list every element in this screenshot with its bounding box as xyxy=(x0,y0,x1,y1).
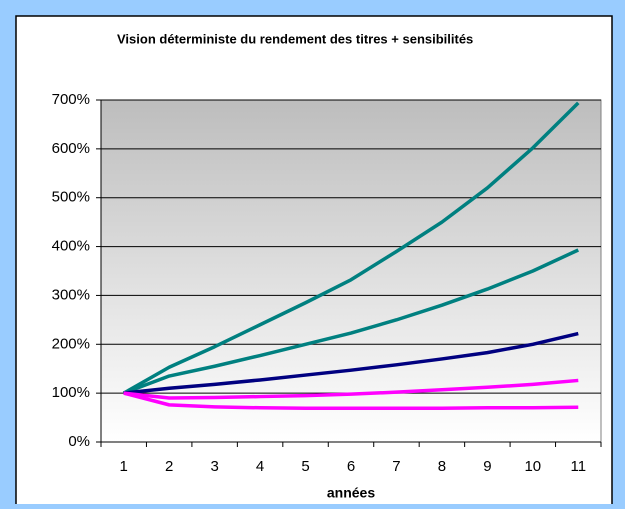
x-tick-label: 8 xyxy=(438,458,446,475)
chart-title: Vision déterministe du rendement des tit… xyxy=(117,31,473,46)
x-tick-label: 10 xyxy=(524,458,541,475)
x-tick-label: 9 xyxy=(483,458,491,475)
x-tick-label: 2 xyxy=(165,458,173,475)
line-series xyxy=(122,101,580,395)
y-tick-label: 400% xyxy=(52,238,90,255)
y-tick-label: 300% xyxy=(52,286,90,303)
line-series xyxy=(123,331,579,395)
x-tick-label: 5 xyxy=(301,458,309,475)
x-axis-label: années xyxy=(327,485,375,501)
line-series xyxy=(123,378,579,400)
line-series xyxy=(123,248,580,395)
plot-area xyxy=(100,99,602,443)
y-tick-label: 700% xyxy=(52,91,90,108)
x-tick-label: 11 xyxy=(570,458,586,475)
x-tick-label: 6 xyxy=(347,458,355,475)
y-tick-label: 200% xyxy=(52,335,90,352)
y-tick-label: 500% xyxy=(52,189,90,206)
y-tick-label: 600% xyxy=(52,140,90,157)
x-tick-label: 7 xyxy=(392,458,400,475)
y-tick-label: 100% xyxy=(52,384,90,401)
line-series xyxy=(123,391,579,411)
x-tick-label: 1 xyxy=(120,458,128,475)
x-tick-label: 4 xyxy=(256,458,264,475)
x-tick-label: 3 xyxy=(210,458,218,475)
y-tick-label: 0% xyxy=(68,433,90,450)
